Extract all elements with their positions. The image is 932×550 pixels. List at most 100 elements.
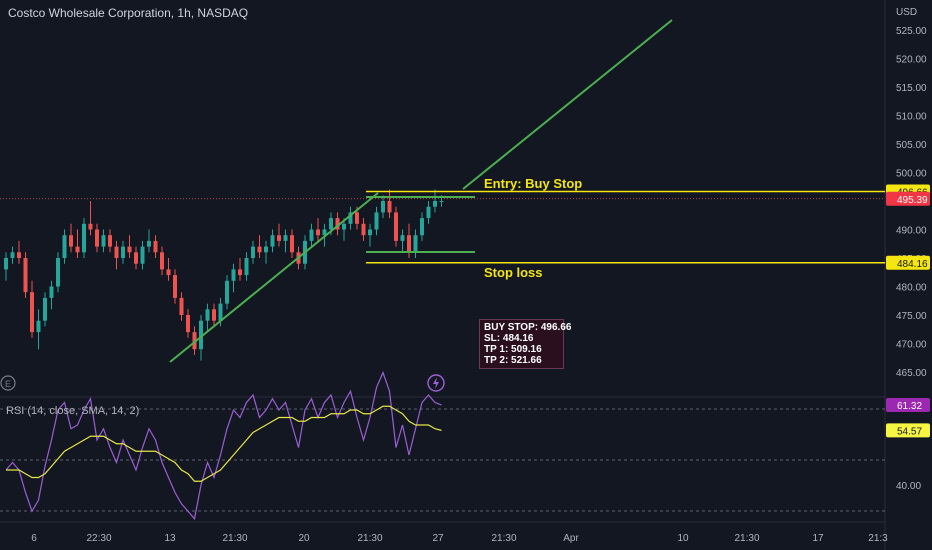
- candle-body: [134, 252, 138, 264]
- price-tick-label: 480.00: [896, 283, 927, 294]
- info-sl: SL: 484.16: [484, 333, 534, 344]
- earnings-e-glyph: E: [5, 379, 11, 389]
- rsi-tick-label: 40.00: [896, 481, 921, 492]
- price-tick-label: 515.00: [896, 83, 927, 94]
- time-tick-label: 20: [298, 533, 310, 544]
- candle-body: [17, 252, 21, 258]
- projection-trendline: [462, 19, 673, 190]
- price-axis-label-box: [886, 255, 930, 270]
- candle-body: [433, 201, 437, 207]
- lightning-dividend-icon: [427, 374, 445, 392]
- candle-body: [153, 240, 158, 253]
- candle-body: [244, 258, 249, 276]
- candle-body: [251, 246, 255, 258]
- candle-body: [10, 252, 15, 258]
- candle-body: [192, 332, 197, 350]
- rsi-axis-label-box: [886, 423, 930, 438]
- price-tick-label: 525.00: [896, 26, 927, 37]
- time-tick-label: 17: [812, 533, 824, 544]
- candle-body: [88, 223, 93, 230]
- stop-loss-annotation: Stop loss: [484, 265, 543, 280]
- price-tick-label: 500.00: [896, 169, 927, 180]
- candle-body: [270, 235, 275, 247]
- candle-body: [283, 235, 288, 241]
- candle-body: [4, 258, 8, 270]
- candle-body: [361, 223, 366, 236]
- rsi-indicator-label[interactable]: RSI (14, close, SMA, 14, 2): [6, 405, 140, 417]
- candle-body: [439, 201, 444, 202]
- candle-body: [394, 212, 398, 241]
- candle-body: [212, 309, 216, 321]
- time-tick-label: 21:30: [491, 533, 516, 544]
- candle-body: [368, 229, 372, 236]
- price-tick-label: 490.00: [896, 226, 927, 237]
- candle-body: [381, 201, 385, 213]
- candle-body: [140, 246, 145, 264]
- time-tick-label: 21:30: [222, 533, 247, 544]
- candle-body: [257, 246, 262, 253]
- candle-body: [309, 229, 314, 241]
- entry-annotation: Entry: Buy Stop: [484, 176, 583, 191]
- candle-body: [101, 235, 106, 247]
- candle-body: [56, 258, 60, 287]
- candle-body: [95, 229, 99, 247]
- candle-body: [62, 235, 67, 258]
- time-tick-label: 21:30: [357, 533, 382, 544]
- candle-body: [420, 218, 424, 236]
- time-tick-label: 21:3: [868, 533, 888, 544]
- candle-body: [147, 240, 151, 247]
- candle-body: [179, 297, 184, 315]
- time-tick-label: Apr: [563, 533, 579, 544]
- candle-body: [166, 269, 171, 276]
- info-buy-stop: BUY STOP: 496.66: [484, 322, 572, 333]
- candle-body: [290, 235, 294, 253]
- candle-body: [199, 320, 203, 350]
- trade-info-box: BUY STOP: 496.66 SL: 484.16 TP 1: 509.16…: [479, 319, 572, 369]
- candle-body: [348, 212, 353, 224]
- candle-body: [355, 212, 359, 224]
- candle-body: [23, 258, 28, 293]
- candle-body: [335, 218, 340, 230]
- candle-body: [173, 275, 177, 298]
- price-tick-label: 510.00: [896, 112, 927, 123]
- candle-body: [43, 297, 47, 321]
- rsi-axis-label-box: [886, 398, 930, 413]
- time-tick-label: 22:30: [86, 533, 111, 544]
- candle-body: [264, 246, 268, 253]
- rsi-sma-line: [6, 405, 442, 482]
- candle-body: [329, 218, 333, 230]
- candle-body: [426, 206, 431, 219]
- price-axis-label: 484.16: [897, 259, 928, 270]
- candle-body: [121, 246, 125, 258]
- candle-body: [231, 269, 236, 281]
- candle-body: [69, 235, 73, 247]
- candle-body: [49, 286, 54, 298]
- candle-body: [342, 223, 346, 230]
- price-tick-label: 505.00: [896, 140, 927, 151]
- candle-body: [30, 292, 34, 333]
- candle-body: [387, 201, 392, 213]
- chart-title: Costco Wholesale Corporation, 1h, NASDAQ: [8, 6, 249, 20]
- candle-body: [374, 212, 379, 230]
- candle-body: [114, 246, 119, 258]
- time-tick-label: 10: [677, 533, 689, 544]
- candle-body: [218, 303, 223, 321]
- price-axis-label: 495.39: [897, 195, 928, 206]
- candle-body: [186, 315, 190, 333]
- candle-body: [36, 320, 41, 333]
- currency-label: USD: [896, 7, 917, 18]
- candle-body: [413, 235, 418, 253]
- info-tp2: TP 2: 521.66: [484, 355, 542, 366]
- candle-body: [82, 223, 86, 253]
- ascending-trendline: [169, 192, 379, 363]
- time-tick-label: 6: [31, 533, 37, 544]
- rsi-axis-label: 61.32: [897, 401, 922, 412]
- info-tp1: TP 1: 509.16: [484, 344, 542, 355]
- price-tick-label: 520.00: [896, 55, 927, 66]
- time-tick-label: 21:30: [734, 533, 759, 544]
- price-tick-label: 475.00: [896, 311, 927, 322]
- candle-body: [407, 235, 411, 253]
- price-axis-label-box: [886, 191, 930, 206]
- price-tick-label: 465.00: [896, 368, 927, 379]
